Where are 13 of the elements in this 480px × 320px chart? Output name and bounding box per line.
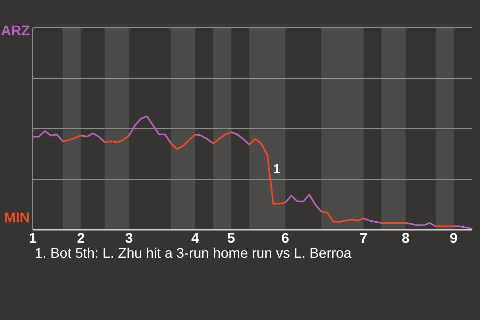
text: 1. Bot 5th: L. Zhu hit a 3-run home run vs L. Berroa [35, 245, 352, 261]
text: MIN [4, 210, 30, 226]
x-tick-label: 9 [450, 230, 458, 246]
x-tick-label: 4 [191, 230, 200, 246]
x-tick-label: 8 [402, 230, 410, 246]
x-tick-label: 3 [125, 230, 134, 246]
x-tick-label: 2 [77, 230, 86, 246]
x-tick-label: 6 [282, 230, 290, 246]
x-tick-label: 7 [360, 230, 368, 246]
x-tick-label: 1 [29, 230, 38, 246]
annotation: 1 [274, 162, 281, 176]
text: ARZ [1, 22, 30, 39]
x-tick-label: 5 [228, 230, 236, 246]
